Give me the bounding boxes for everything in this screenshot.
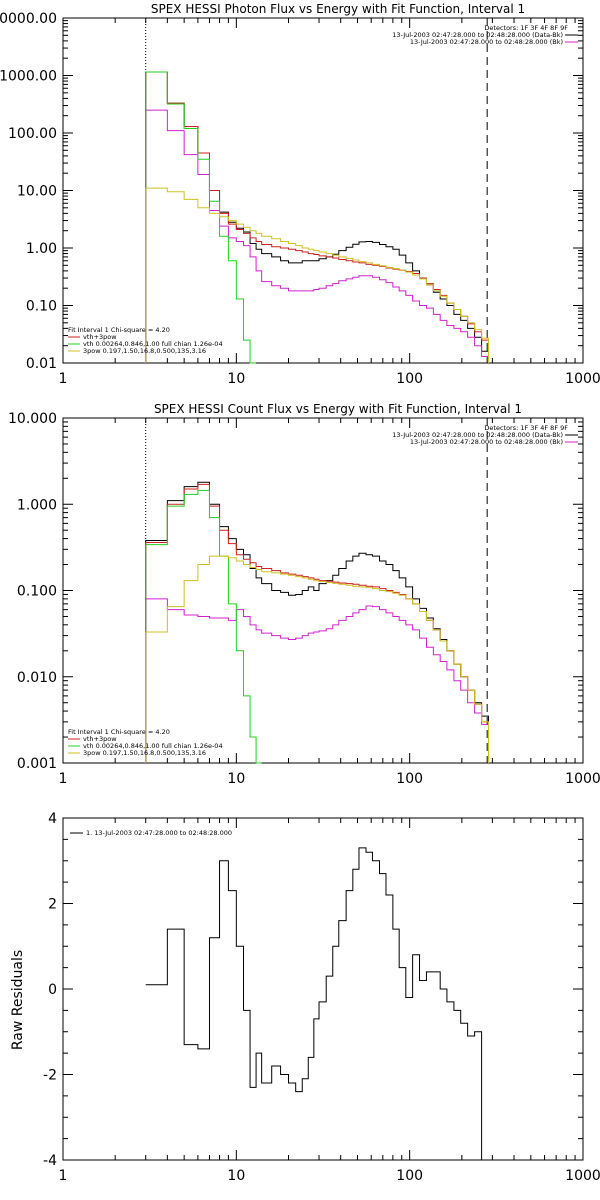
legend-3pow: 3pow 0.197,1.50,16.8,0.500,135,3.16 <box>83 347 206 355</box>
legend-residual: 1. 13-Jul-2003 02:47:28.000 to 02:48:28.… <box>86 829 232 837</box>
y-tick-label: 0.10 <box>26 299 57 315</box>
y-tick-label: 100.00 <box>8 126 57 142</box>
legend-vth: vth 0.00264,0.846,1.00 full chian 1.26e-… <box>83 340 223 348</box>
series-line <box>145 71 257 364</box>
legend-top-right: Detectors: 1F 3F 4F 8F 9F 13-Jul-2003 02… <box>392 24 578 46</box>
x-tick-label: 100 <box>396 771 423 787</box>
plot-frame <box>62 17 584 364</box>
legend-3pow: 3pow 0.197,1.50,16.8,0.500,135,3.16 <box>83 749 206 757</box>
legend-bottom-left: Fit Interval 1 Chi-square = 4.20 vth+3po… <box>68 728 223 757</box>
y-tick-label: 2 <box>48 897 57 913</box>
x-tick-label: 100 <box>396 371 423 387</box>
legend-top-right: Detectors: 1F 3F 4F 8F 9F 13-Jul-2003 02… <box>392 424 578 446</box>
series-line <box>145 489 262 764</box>
reference-lines <box>145 418 488 763</box>
x-tick-label: 1 <box>59 1168 68 1184</box>
x-tick-label: 1 <box>59 771 68 787</box>
legend-vth3pow: vth+3pow <box>83 735 117 743</box>
x-tick-label: 1000 <box>565 771 600 787</box>
series-line <box>145 187 490 363</box>
axis-ticks: 1 10 100 1000 -4 -2 0 2 4 <box>43 811 600 1184</box>
series-group <box>145 71 490 364</box>
series-group <box>145 481 490 764</box>
series-line <box>145 71 490 363</box>
x-tick-label: 10 <box>227 771 245 787</box>
reference-lines <box>145 18 488 363</box>
y-tick-label: -2 <box>43 1068 57 1084</box>
y-tick-label: 0 <box>48 982 57 998</box>
photon-flux-panel: SPEX HESSI Photon Flux vs Energy with Fi… <box>0 2 600 387</box>
legend-top-left: 1. 13-Jul-2003 02:47:28.000 to 02:48:28.… <box>70 829 232 837</box>
x-tick-label: 1000 <box>565 371 600 387</box>
x-tick-label: 10 <box>227 1168 245 1184</box>
legend-entry-data-bk: 13-Jul-2003 02:47:28.000 to 02:48:28.000… <box>392 31 563 39</box>
legend-detectors: Detectors: 1F 3F 4F 8F 9F <box>484 24 568 32</box>
y-tick-label: 0.100 <box>17 584 57 600</box>
x-tick-label: 100 <box>396 1168 423 1184</box>
series-line <box>145 71 490 363</box>
series-line <box>145 481 490 763</box>
x-tick-label: 1 <box>59 371 68 387</box>
legend-fit-interval: Fit Interval 1 Chi-square = 4.20 <box>68 728 170 736</box>
panel-title: SPEX HESSI Photon Flux vs Energy with Fi… <box>151 2 525 16</box>
legend-vth: vth 0.00264,0.846,1.00 full chian 1.26e-… <box>83 742 223 750</box>
x-tick-label: 10 <box>227 371 245 387</box>
residuals-panel: Raw Residuals 1 10 100 1000 -4 -2 0 2 4 1. 13-Ju… <box>10 811 600 1184</box>
legend-vth3pow: vth+3pow <box>83 333 117 341</box>
y-tick-label: 1.000 <box>17 497 57 513</box>
x-tick-label: 1000 <box>565 1168 600 1184</box>
y-tick-label: 10.000 <box>8 411 57 427</box>
panel-title: SPEX HESSI Count Flux vs Energy with Fit… <box>154 402 522 416</box>
plot-frame <box>62 817 584 1161</box>
y-tick-label: 10.00 <box>17 184 57 200</box>
series-group <box>145 847 489 1161</box>
plot-frame <box>62 417 584 764</box>
axis-ticks: 1 10 100 1000 0.001 0.010 0.100 1.000 10.000 <box>8 411 600 787</box>
count-flux-panel: SPEX HESSI Count Flux vs Energy with Fit… <box>8 402 600 787</box>
series-line <box>145 555 490 763</box>
series-line <box>145 483 490 763</box>
y-tick-label: 0.001 <box>17 756 57 772</box>
y-tick-label: 1000.00 <box>0 69 57 85</box>
axis-ticks: 1 10 100 1000 0.01 0.10 1.00 10.00 100.00 1000.00… <box>0 11 600 387</box>
y-tick-label: 1.00 <box>26 241 57 257</box>
y-tick-label: 0.01 <box>26 356 57 372</box>
legend-entry-bk: 13-Jul-2003 02:47:28.000 to 02:48:28.000… <box>410 38 563 46</box>
y-tick-label: -4 <box>43 1153 57 1169</box>
series-line <box>145 847 489 1161</box>
legend-detectors: Detectors: 1F 3F 4F 8F 9F <box>484 424 568 432</box>
legend-entry-bk: 13-Jul-2003 02:47:28.000 to 02:48:28.000… <box>410 438 563 446</box>
series-line <box>145 109 490 363</box>
legend-bottom-left: Fit Interval 1 Chi-square = 4.20 vth+3po… <box>68 326 223 355</box>
y-tick-label: 0.010 <box>17 670 57 686</box>
series-line <box>145 598 490 763</box>
legend-fit-interval: Fit Interval 1 Chi-square = 4.20 <box>68 326 170 334</box>
y-tick-label: 4 <box>48 811 57 827</box>
y-axis-label: Raw Residuals <box>10 950 26 1050</box>
legend-entry-data-bk: 13-Jul-2003 02:47:28.000 to 02:48:28.000… <box>392 431 563 439</box>
